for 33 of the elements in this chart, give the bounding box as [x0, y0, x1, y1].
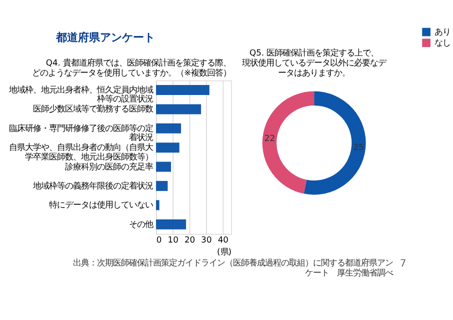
- data-label: 25: [353, 142, 364, 152]
- x-axis-title: (県): [217, 246, 232, 256]
- y-tick-label: その他: [129, 218, 154, 229]
- bar: [156, 180, 168, 191]
- bar: [156, 162, 172, 172]
- y-tick-label: 診療科別の医師の充足率: [65, 161, 154, 172]
- text: 7: [400, 258, 406, 270]
- bar: [156, 219, 186, 230]
- bar: [156, 142, 180, 153]
- legend-label: なし: [434, 37, 451, 48]
- donut-slice: [304, 91, 366, 195]
- x-tick-label: 20: [184, 234, 196, 245]
- bar: [156, 85, 210, 96]
- x-tick-label: 40: [218, 234, 228, 245]
- y-tick-label: 自県大学や、自県出身者の動向（自県大学卒業医師数、地元出身医師数等）: [9, 142, 154, 162]
- y-tick-label: 臨床研修・専門研修修了後の医師等の定着状況: [9, 122, 154, 142]
- y-tick-label: 地域枠等の義務年限後の定着状況: [32, 180, 154, 190]
- bar: [156, 123, 182, 134]
- x-tick-label: 30: [201, 234, 212, 245]
- bar: [156, 200, 160, 210]
- data-label: 22: [264, 133, 275, 144]
- chart-title: Q4. 貴都道府県では、医師確保計画を策定する際、どのようなデータを使用していますか。（※複数回答）: [32, 57, 232, 78]
- donut-slice: [262, 91, 314, 194]
- source-note: 出典：次期医師確保計画策定ガイドライン（医師養成過程の取組）に関する都道府県アンケート 厚生労働省調べ: [72, 258, 393, 278]
- x-tick-label: 10: [168, 234, 178, 245]
- text: 都道府県アンケート: [54, 31, 155, 44]
- y-tick-label: 医師少数区域等で勤務する医師数: [33, 104, 154, 114]
- text: Q5. 医師確保計画を策定する上で、現状使用しているデータ以外に必要なデータはありますか。: [242, 47, 388, 78]
- bar: [156, 104, 202, 114]
- y-tick-label: 地域枠、地元出身者枠、恒久定員内地域枠等の設置状況: [8, 84, 154, 104]
- legend-label: あり: [434, 26, 451, 37]
- x-tick-label: 0: [156, 234, 162, 245]
- y-tick-label: 特にデータは使用していない: [49, 200, 154, 210]
